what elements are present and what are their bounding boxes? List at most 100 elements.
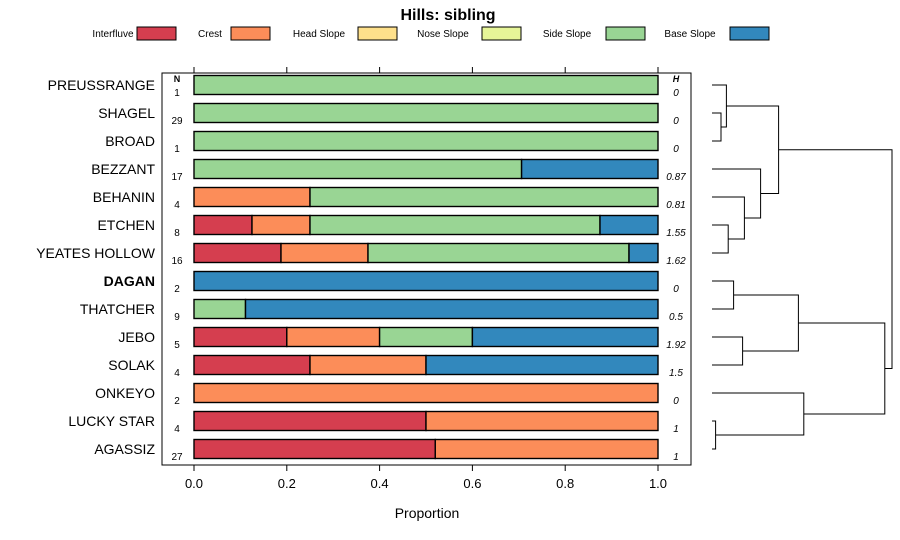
h-value-dagan: 0 [673,284,679,295]
x-tick-label-2: 0.4 [371,476,389,491]
h-value-preussrange: 0 [673,88,679,99]
category-label-dagan: DAGAN [104,273,155,289]
bar-broad-side-slope [193,130,659,152]
h-value-behanin: 0.81 [666,200,685,211]
dendrogram-link-5 [726,105,780,194]
h-value-bezzant: 0.87 [666,172,686,183]
bar-etchen-base-slope [599,214,659,236]
h-value-onkeyo: 0 [673,396,679,407]
plot-frame [161,72,692,466]
bar-jebo-base-slope [471,326,659,348]
n-value-broad: 1 [174,144,180,155]
h-value-jebo: 1.92 [666,340,686,351]
dendrogram-link-11 [798,322,886,415]
n-header: N [174,74,181,84]
dendrogram-link-12 [778,149,893,369]
bar-solak-base-slope [425,354,659,376]
legend-swatch-side-slope [605,26,646,41]
h-value-thatcher: 0.5 [669,312,683,323]
x-tick-label-4: 0.8 [556,476,574,491]
bar-agassiz-interfluve [193,438,436,460]
x-axis-label: Proportion [395,505,460,521]
x-axis: 0.0 0.2 0.4 0.6 0.8 1.0 [185,67,667,491]
dendrogram-link-0 [712,112,722,142]
legend-swatch-crest [230,26,271,41]
category-label-thatcher: THATCHER [80,301,155,317]
n-value-yeates-hollow: 16 [171,256,183,267]
bar-onkeyo-crest [193,382,659,404]
bars: 1 0 29 0 1 0 17 0.87 4 0.81 8 1.55 16 1.62 2 0 9 0.5 5 1.92… [171,74,686,463]
x-tick-label-0: 0.0 [185,476,203,491]
legend: Interfluve Crest Head Slope Nose Slope Side … [92,26,770,41]
h-value-yeates-hollow: 1.62 [666,256,686,267]
bar-thatcher-side-slope [193,298,247,320]
n-value-shagel: 29 [171,116,183,127]
h-header: H [673,74,680,84]
x-tick-label-3: 0.6 [463,476,481,491]
category-label-onkeyo: ONKEYO [95,385,155,401]
bar-yeates-hollow-interfluve [193,242,282,264]
legend-swatch-base-slope [729,26,770,41]
bar-dagan-base-slope [193,270,659,292]
bar-yeates-hollow-base-slope [628,242,659,264]
n-value-solak: 4 [174,368,180,379]
dendrogram-link-7 [712,336,744,366]
dendrogram-link-10 [712,392,805,436]
category-label-etchen: ETCHEN [97,217,155,233]
category-label-shagel: SHAGEL [98,105,155,121]
bar-yeates-hollow-side-slope [367,242,630,264]
h-value-lucky-star: 1 [673,424,679,435]
legend-swatch-head-slope [357,26,398,41]
bar-behanin-crest [193,186,311,208]
legend-label-crest: Crest [198,29,222,40]
legend-label-base-slope: Base Slope [664,29,716,40]
x-tick-label-5: 1.0 [649,476,667,491]
bar-yeates-hollow-crest [280,242,369,264]
y-axis-labels: PREUSSRANGE SHAGEL BROAD BEZZANT BEHANIN ETCH… [36,77,156,457]
h-value-shagel: 0 [673,116,679,127]
category-label-lucky-star: LUCKY STAR [68,413,155,429]
category-label-bezzant: BEZZANT [91,161,155,177]
legend-label-interfluve: Interfluve [92,29,134,40]
h-value-agassiz: 1 [673,452,679,463]
bar-bezzant-base-slope [520,158,659,180]
bar-etchen-side-slope [309,214,601,236]
n-value-thatcher: 9 [174,312,180,323]
dendrogram-link-4 [712,168,762,219]
n-value-bezzant: 17 [171,172,183,183]
category-label-behanin: BEHANIN [93,189,155,205]
n-value-jebo: 5 [174,340,180,351]
dendrogram-link-2 [712,224,729,254]
category-label-yeates-hollow: YEATES HOLLOW [36,245,156,261]
bar-lucky-star-interfluve [193,410,427,432]
legend-label-side-slope: Side Slope [543,29,592,40]
category-label-agassiz: AGASSIZ [94,441,155,457]
chart-title: Hills: sibling [400,7,495,24]
dendrogram-link-8 [733,294,799,352]
category-label-preussrange: PREUSSRANGE [48,77,155,93]
category-label-broad: BROAD [105,133,155,149]
x-tick-label-1: 0.2 [278,476,296,491]
bar-bezzant-side-slope [193,158,523,180]
n-value-onkeyo: 2 [174,396,180,407]
bar-lucky-star-crest [425,410,659,432]
n-value-dagan: 2 [174,284,180,295]
dendrogram [712,84,893,450]
bar-solak-crest [309,354,427,376]
legend-swatch-interfluve [136,26,177,41]
category-label-solak: SOLAK [108,357,155,373]
bar-jebo-side-slope [378,326,474,348]
n-value-behanin: 4 [174,200,180,211]
dendrogram-link-6 [712,280,735,310]
bar-etchen-interfluve [193,214,253,236]
h-value-broad: 0 [673,144,679,155]
dendrogram-link-9 [712,420,717,450]
n-value-etchen: 8 [174,228,180,239]
n-value-lucky-star: 4 [174,424,180,435]
dendrogram-link-1 [712,84,727,128]
legend-label-head-slope: Head Slope [293,29,346,40]
category-label-jebo: JEBO [118,329,155,345]
bar-agassiz-crest [434,438,659,460]
n-value-preussrange: 1 [174,88,180,99]
